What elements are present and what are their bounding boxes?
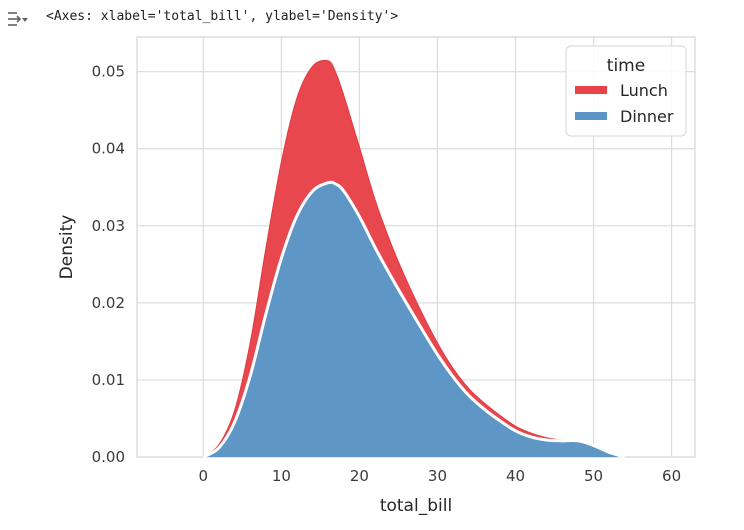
x-tick-label: 20 xyxy=(350,467,369,485)
y-tick-label: 0.03 xyxy=(92,217,125,235)
output-repr-text: <Axes: xlabel='total_bill', ylabel='Dens… xyxy=(46,9,399,24)
y-tick-label: 0.04 xyxy=(92,140,125,158)
x-tick-label: 0 xyxy=(199,467,209,485)
x-axis-label: total_bill xyxy=(380,496,452,516)
x-tick-label: 40 xyxy=(506,467,525,485)
legend-swatch-dinner xyxy=(575,112,607,120)
legend-title: time xyxy=(607,56,645,76)
legend-label-lunch: Lunch xyxy=(620,81,668,100)
x-tick-label: 50 xyxy=(584,467,603,485)
legend-label-dinner: Dinner xyxy=(620,107,674,126)
series-dinner-area xyxy=(203,182,625,457)
y-tick-label: 0.05 xyxy=(92,63,125,81)
x-tick-label: 60 xyxy=(662,467,681,485)
series-lunch-area xyxy=(203,60,625,458)
legend: time Lunch Dinner xyxy=(565,45,687,137)
y-tick-label: 0.02 xyxy=(92,294,125,312)
x-tick-label: 10 xyxy=(272,467,291,485)
output-expand-icon[interactable] xyxy=(6,9,30,29)
series-dinner-edge xyxy=(202,180,626,459)
y-tick-label: 0.01 xyxy=(92,371,125,389)
y-tick-label: 0.00 xyxy=(92,448,125,466)
x-tick-label: 30 xyxy=(428,467,447,485)
series-lunch-edge xyxy=(203,59,625,458)
legend-swatch-lunch xyxy=(575,86,607,94)
y-axis-label: Density xyxy=(57,215,77,280)
